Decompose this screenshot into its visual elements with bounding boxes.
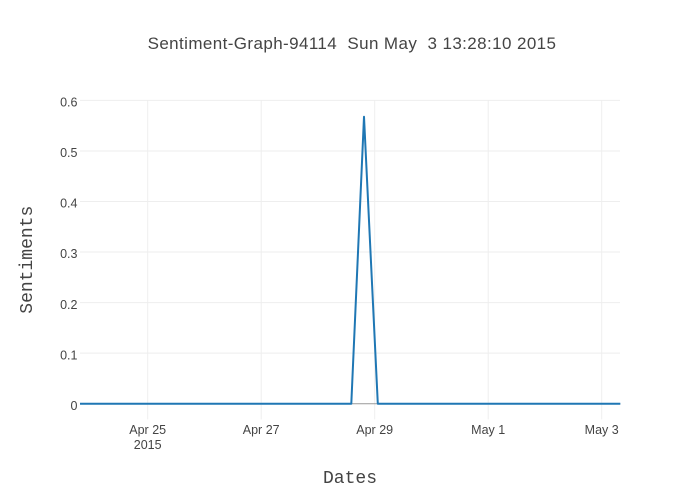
svg-text:May 1: May 1 — [471, 423, 505, 437]
svg-text:0.3: 0.3 — [60, 247, 77, 261]
svg-text:Apr 25: Apr 25 — [129, 423, 166, 437]
svg-text:Sentiments: Sentiments — [18, 206, 38, 314]
svg-text:0.6: 0.6 — [60, 96, 77, 110]
svg-text:0.5: 0.5 — [60, 146, 77, 160]
svg-text:0.4: 0.4 — [60, 197, 77, 211]
svg-text:0: 0 — [71, 399, 78, 413]
svg-text:May 3: May 3 — [585, 423, 619, 437]
svg-text:Apr 29: Apr 29 — [356, 423, 393, 437]
svg-text:Sentiment-Graph-94114 Sun May: Sentiment-Graph-94114 Sun May 3 13:28:10… — [148, 34, 557, 53]
svg-text:Apr 27: Apr 27 — [243, 423, 280, 437]
svg-text:0.1: 0.1 — [60, 348, 77, 362]
svg-text:Dates: Dates — [323, 469, 377, 489]
svg-text:0.2: 0.2 — [60, 298, 77, 312]
svg-text:2015: 2015 — [134, 438, 162, 452]
